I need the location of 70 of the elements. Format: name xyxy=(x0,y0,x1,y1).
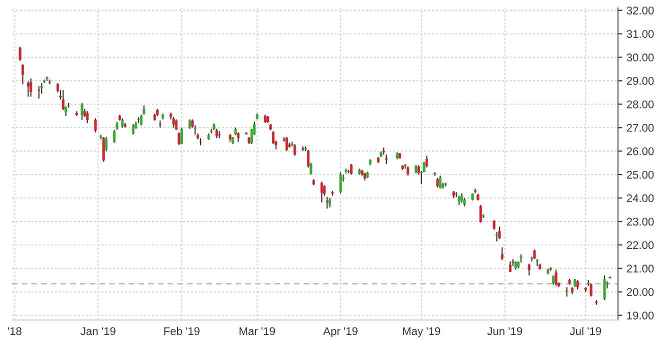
y-tick-label: 24.00 xyxy=(626,194,654,202)
candlestick xyxy=(328,197,332,208)
candlestick xyxy=(172,116,175,128)
candlestick xyxy=(180,127,183,145)
y-tick-label: 20.00 xyxy=(626,288,654,296)
candlestick xyxy=(188,118,192,130)
candlestick xyxy=(498,226,501,240)
candlestick xyxy=(326,196,328,210)
candlestick xyxy=(121,118,124,128)
x-tick-label: Feb '19 xyxy=(164,326,200,336)
x-tick-label: Jun '19 xyxy=(487,327,522,336)
candlestick xyxy=(294,144,296,156)
y-tick-label: 28.00 xyxy=(626,100,654,108)
candlestick xyxy=(528,263,530,276)
x-tick-label: Jul '19 xyxy=(570,326,602,336)
candlestick xyxy=(554,269,558,287)
candlestick xyxy=(500,246,504,261)
y-tick-label: 19.00 xyxy=(627,312,654,320)
x-tick-label: Jan '19 xyxy=(80,327,116,336)
candlestick xyxy=(320,181,324,204)
candlestick xyxy=(458,195,460,206)
candlestick xyxy=(113,129,116,144)
x-tick-label: Mar '19 xyxy=(240,327,275,336)
y-tick-label: 31.00 xyxy=(626,30,654,38)
candlestick xyxy=(350,163,353,176)
candlestick xyxy=(30,78,32,98)
candlestick xyxy=(339,172,342,194)
y-tick-label: 21.00 xyxy=(626,264,654,273)
y-tick-label: 25.00 xyxy=(626,170,654,179)
candlestick xyxy=(178,132,180,146)
candlestick xyxy=(38,86,40,100)
candlestick xyxy=(80,102,84,120)
candlestick xyxy=(285,136,288,152)
candlestick xyxy=(40,82,43,94)
candlestick xyxy=(590,283,592,298)
candlestick xyxy=(175,118,178,131)
candlestick xyxy=(508,260,512,272)
candlestick xyxy=(236,132,240,143)
candlestick xyxy=(460,192,464,204)
candlestick xyxy=(436,178,439,188)
y-tick-label: 26.00 xyxy=(626,147,654,156)
candlestick xyxy=(102,136,105,162)
y-tick-label: 23.00 xyxy=(626,218,654,226)
candlestick xyxy=(94,118,97,133)
candlestick xyxy=(406,166,410,176)
y-tick-label: 22.00 xyxy=(626,241,654,250)
candlestick xyxy=(566,286,568,298)
candlestick xyxy=(18,46,22,62)
y-tick-label: 32.00 xyxy=(626,6,654,14)
candlestick xyxy=(26,80,30,98)
y-tick-label: 30.00 xyxy=(626,54,654,62)
candlestick xyxy=(479,204,482,224)
candlestick xyxy=(603,274,606,301)
candlestick xyxy=(140,114,143,126)
candlestick xyxy=(21,64,24,85)
candlestick xyxy=(533,249,536,260)
y-tick-label: 27.00 xyxy=(626,124,654,132)
x-tick-label: Apr '19 xyxy=(323,327,358,338)
candlestick xyxy=(536,258,538,267)
candlestick xyxy=(132,124,134,136)
x-tick-label: '18 xyxy=(8,327,22,336)
candlestick xyxy=(385,154,388,165)
candlestick xyxy=(142,104,146,116)
candlestick xyxy=(576,280,579,290)
y-tick-label: 29.00 xyxy=(626,76,654,85)
x-tick-label: May '19 xyxy=(403,327,440,338)
candlestick xyxy=(425,155,428,168)
candlestick xyxy=(86,110,89,124)
candlestick xyxy=(438,175,442,190)
candlestick xyxy=(48,78,51,85)
